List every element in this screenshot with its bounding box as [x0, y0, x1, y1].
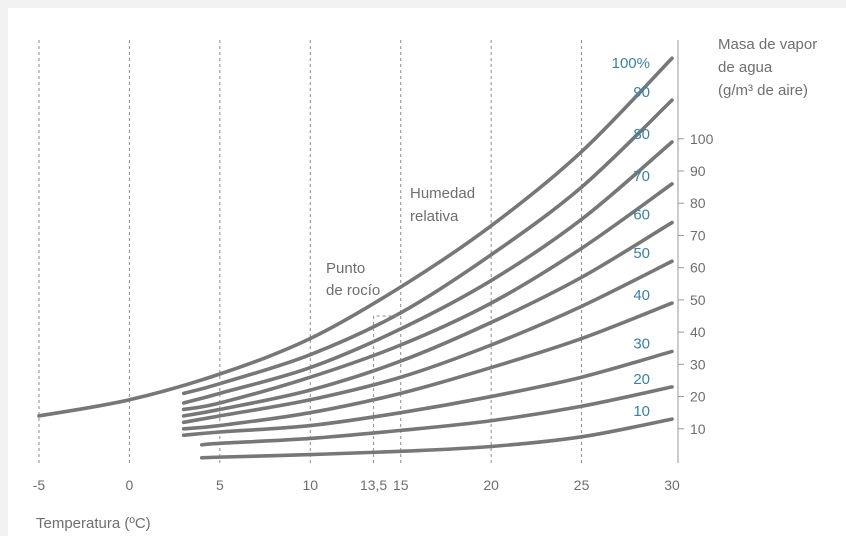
y-axis-title-line-1: Masa de vapor: [718, 36, 817, 53]
annotation-relative-humidity-line-1: Humedad: [410, 185, 475, 202]
rh-label-70: 70: [633, 168, 650, 185]
curve-rh-90: [181, 98, 674, 396]
x-tick-label-0: 0: [126, 477, 134, 493]
curve-rh-100pct: [37, 56, 674, 418]
x-axis-title: Temperatura (ºC): [36, 515, 151, 532]
rh-label-60: 60: [633, 207, 650, 224]
grid-layer: [38, 40, 583, 463]
x-tick-label-5: 5: [216, 477, 224, 493]
rh-label-80: 80: [633, 126, 650, 143]
y-tick-label-70: 70: [690, 227, 706, 243]
x-ticks: -5 0 5 10 13,5 15 20 25 30: [33, 477, 680, 493]
y-axis-title-line-3: (g/m³ de aire): [718, 82, 808, 99]
rh-label-100pct: 100%: [612, 55, 650, 72]
x-tick-label-25: 25: [574, 477, 590, 493]
chart-panel: 10 20 30 40 50 60 70 80 90 100 -5 0 5 10 13,5 15 20 25 30…: [8, 8, 846, 536]
x-tick-label-15: 15: [393, 477, 409, 493]
y-tick-label-90: 90: [690, 163, 706, 179]
y-axis-title: Masa de vapor de agua (g/m³ de aire): [718, 36, 817, 99]
rh-label-10: 10: [633, 403, 650, 420]
x-tick-label-20: 20: [483, 477, 499, 493]
curve-rh-60: [181, 220, 674, 418]
rh-label-20: 20: [633, 371, 650, 388]
y-tick-label-100: 100: [690, 131, 714, 147]
annotation-relative-humidity: Humedad relativa: [410, 185, 475, 225]
curves-layer: [37, 56, 674, 460]
curve-rh-80: [181, 140, 674, 405]
y-tick-label-10: 10: [690, 421, 706, 437]
curve-rh-10: [199, 417, 674, 460]
y-tick-label-50: 50: [690, 292, 706, 308]
dew-point-guide: [373, 315, 401, 463]
curve-rh-20: [199, 385, 674, 447]
rh-label-40: 40: [633, 287, 650, 304]
rh-label-50: 50: [633, 245, 650, 262]
curve-rh-50: [181, 259, 674, 425]
rh-label-30: 30: [633, 335, 650, 352]
y-tick-label-80: 80: [690, 195, 706, 211]
y-ticks: 10 20 30 40 50 60 70 80 90 100: [678, 131, 714, 437]
curve-rh-30: [181, 349, 674, 438]
annotation-dew-point-line-1: Punto: [326, 260, 365, 277]
x-tick-label-10: 10: [302, 477, 318, 493]
y-tick-label-20: 20: [690, 389, 706, 405]
y-tick-label-60: 60: [690, 260, 706, 276]
curve-rh-70: [181, 182, 674, 412]
curve-rh-40: [181, 301, 674, 431]
x-tick-label-13-5: 13,5: [360, 477, 387, 493]
y-tick-label-40: 40: [690, 324, 706, 340]
annotation-dew-point: Punto de rocío: [326, 260, 380, 299]
humidity-chart: 10 20 30 40 50 60 70 80 90 100 -5 0 5 10 13,5 15 20 25 30…: [33, 36, 817, 532]
rh-label-90: 90: [633, 84, 650, 101]
annotation-relative-humidity-line-2: relativa: [410, 208, 459, 225]
x-tick-label-30: 30: [664, 477, 680, 493]
y-tick-label-30: 30: [690, 356, 706, 372]
y-axis-title-line-2: de agua: [718, 59, 773, 76]
rh-labels: 100% 90 80 70 60 50 40 30 20 10: [612, 55, 650, 420]
annotation-dew-point-line-2: de rocío: [326, 282, 380, 299]
x-tick-label--5: -5: [33, 477, 46, 493]
dew-point-callout: [373, 315, 401, 463]
